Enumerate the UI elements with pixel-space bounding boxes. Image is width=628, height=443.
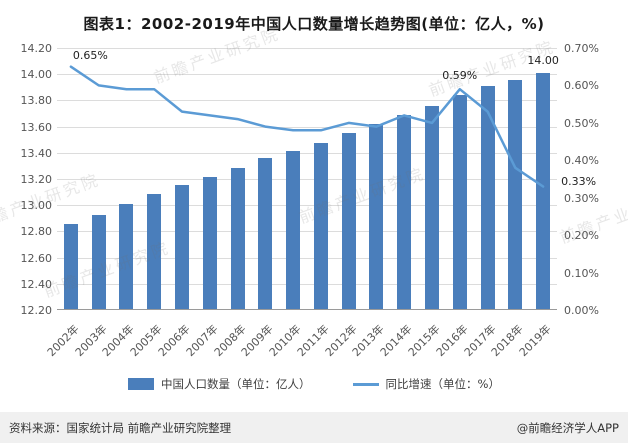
chart-title: 图表1：2002-2019年中国人口数量增长趋势图(单位：亿人，%)	[83, 15, 545, 33]
legend: 中国人口数量（单位：亿人） 同比增速（单位：%）	[0, 376, 628, 392]
left-axis-label: 13.80	[20, 94, 53, 108]
right-axis-label: 0.70%	[564, 42, 599, 55]
population-bar	[313, 142, 328, 309]
population-bar	[286, 150, 301, 309]
brand-text: @前瞻经济学人APP	[516, 420, 619, 435]
left-y-axis: 14.20 14.00 13.80 13.60 13.40 13.20 13.00 12.80…	[6, 42, 53, 317]
gridline	[57, 126, 557, 128]
legend-label-growth: 同比增速（单位：%）	[385, 377, 500, 391]
data-label: 0.33%	[561, 175, 597, 189]
right-axis-label: 0.10%	[564, 266, 599, 280]
population-bar	[536, 73, 551, 309]
data-label: 14.00	[527, 54, 559, 68]
right-axis-label: 0.60%	[564, 79, 599, 93]
population-bar	[119, 204, 134, 309]
left-axis-label: 13.40	[20, 146, 53, 160]
gridline	[57, 179, 557, 180]
population-bar	[480, 86, 495, 309]
legend-item-growth: 同比增速（单位：%）	[352, 376, 500, 392]
population-bar	[508, 79, 523, 309]
legend-item-population: 中国人口数量（单位：亿人）	[128, 376, 311, 392]
plot-area: 0.65% 0.59% 14.00 0.33%	[57, 48, 596, 310]
right-axis-label: 0.30%	[564, 191, 599, 205]
left-axis-label: 13.00	[20, 199, 53, 213]
footer-bar: 资料来源：国家统计局 前瞻产业研究院整理 @前瞻经济学人APP	[0, 412, 628, 443]
gridline	[57, 231, 557, 233]
right-axis-label: 0.00%	[564, 304, 599, 317]
population-bar	[397, 115, 412, 309]
bar-series-swatch	[128, 378, 155, 390]
source-text: 资料来源：国家统计局 前瞻产业研究院整理	[9, 420, 232, 435]
x-axis: 2002年 2003年 2004年 2005年 2006年 2007年 2008年 2009年…	[45, 313, 557, 365]
legend-label-population: 中国人口数量（单位：亿人）	[161, 377, 311, 391]
right-axis-label: 0.50%	[564, 116, 599, 130]
population-bar	[202, 176, 217, 309]
left-axis-label: 12.80	[20, 225, 53, 239]
gridline	[57, 48, 557, 49]
right-y-axis: 0.70% 0.60% 0.50% 0.40% 0.30% 0.20% 0.10% 0.00%	[564, 42, 622, 317]
data-label: 0.59%	[442, 69, 478, 83]
population-bar	[452, 95, 467, 309]
left-axis-label: 12.40	[20, 277, 53, 291]
gridline	[57, 257, 557, 259]
left-axis-label: 13.20	[20, 173, 53, 186]
gridline	[57, 74, 557, 76]
right-axis-label: 0.20%	[564, 229, 599, 243]
data-label: 0.65%	[72, 48, 108, 62]
population-bar	[91, 214, 106, 309]
population-bar	[230, 167, 245, 309]
population-bar	[341, 133, 356, 309]
population-bar	[147, 193, 162, 309]
left-axis-label: 12.60	[20, 251, 53, 265]
population-bar	[425, 105, 439, 309]
gridline	[57, 205, 557, 207]
gridline	[57, 152, 557, 154]
population-bar	[369, 124, 384, 309]
line-series-swatch	[352, 382, 379, 386]
right-axis-label: 0.40%	[564, 154, 599, 168]
population-bar	[63, 223, 78, 309]
gridline	[57, 283, 557, 285]
left-axis-label: 14.20	[20, 42, 53, 55]
population-bar	[258, 158, 273, 309]
gridline	[57, 100, 557, 102]
population-bar	[175, 184, 189, 309]
left-axis-label: 13.60	[20, 120, 53, 134]
left-axis-label: 14.00	[20, 68, 53, 82]
growth-rate-line	[69, 65, 545, 188]
left-axis-label: 12.20	[20, 304, 53, 317]
